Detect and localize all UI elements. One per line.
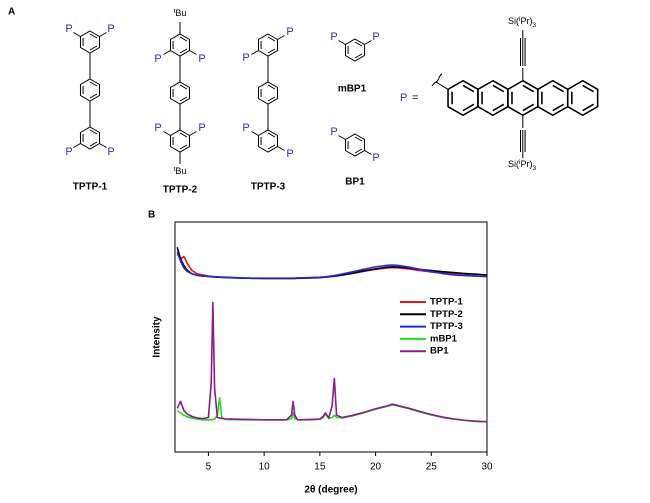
plot-frame bbox=[174, 221, 488, 453]
legend-label: mBP1 bbox=[430, 333, 458, 344]
molecule-bp1: P P BP1 bbox=[330, 126, 379, 188]
p-label: P bbox=[65, 23, 72, 35]
p-label: P bbox=[286, 148, 293, 160]
p-label: P bbox=[154, 53, 161, 65]
molecule-name: TPTP-1 bbox=[73, 182, 108, 193]
p-label: P bbox=[154, 122, 161, 134]
molecule-name: TPTP-2 bbox=[163, 185, 198, 196]
x-tick-label: 5 bbox=[206, 462, 212, 473]
y-axis-label: Intensity bbox=[152, 316, 163, 358]
legend-label: TPTP-2 bbox=[430, 309, 463, 320]
p-label: P bbox=[198, 53, 205, 65]
molecule-name: TPTP-3 bbox=[251, 182, 286, 193]
x-tick-label: 20 bbox=[370, 462, 382, 473]
p-label: P bbox=[330, 126, 337, 138]
tbu-label: tBu bbox=[174, 8, 187, 19]
panel-label: A bbox=[8, 7, 15, 18]
p-symbol: P bbox=[400, 92, 407, 104]
x-tick-label: 15 bbox=[314, 462, 326, 473]
p-label: P bbox=[242, 52, 249, 64]
p-label: P bbox=[107, 146, 114, 158]
series-line bbox=[176, 301, 488, 423]
p-label: P bbox=[242, 122, 249, 134]
p-label: P bbox=[107, 23, 114, 35]
p-label: P bbox=[372, 31, 379, 43]
silyl-label: Si(iPr)3 bbox=[508, 16, 536, 29]
equals-sign: = bbox=[412, 92, 418, 104]
panel-label: B bbox=[148, 210, 155, 221]
legend-label: TPTP-3 bbox=[430, 321, 463, 332]
molecule-tptp-3: P P P P TPTP-3 bbox=[242, 26, 293, 193]
x-tick-label: 25 bbox=[426, 462, 438, 473]
x-axis-label: 2θ (degree) bbox=[304, 485, 357, 496]
molecule-name: BP1 bbox=[345, 177, 365, 188]
x-tick-label: 30 bbox=[481, 462, 493, 473]
p-label: P bbox=[372, 152, 379, 164]
molecule-tptp-1: P P P P TPTP-1 bbox=[65, 23, 114, 193]
molecule-name: mBP1 bbox=[338, 84, 367, 95]
silyl-label: Si(iPr)3 bbox=[508, 159, 536, 172]
series-line bbox=[176, 253, 488, 280]
tbu-label: tBu bbox=[174, 166, 187, 177]
x-tick-label: 10 bbox=[259, 462, 271, 473]
legend-label: BP1 bbox=[430, 346, 449, 357]
xrd-chart: B 2θ (degree) Intensity 5 10 15 20 25 30 TPTP-… bbox=[148, 210, 493, 496]
molecule-tptp-2: tBu tBu P P P P TPTP-2 bbox=[154, 8, 205, 196]
molecule-mbp1: P P mBP1 bbox=[330, 31, 379, 95]
p-label: P bbox=[286, 26, 293, 38]
p-label: P bbox=[65, 146, 72, 158]
legend-label: TPTP-1 bbox=[430, 297, 463, 308]
p-definition: P = Si(iPr)3 Si(iPr)3 bbox=[400, 16, 599, 172]
series-line bbox=[176, 251, 488, 279]
p-label: P bbox=[330, 31, 337, 43]
p-label: P bbox=[198, 122, 205, 134]
